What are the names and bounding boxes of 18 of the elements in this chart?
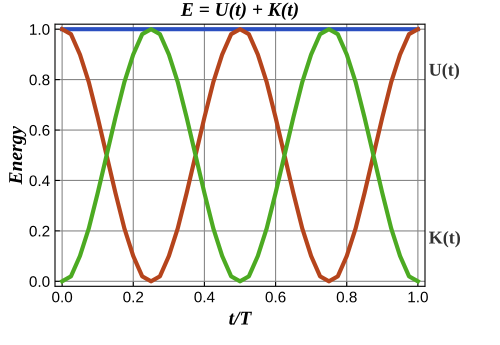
x-tick-label: 0.6 (266, 292, 286, 302)
y-tick-label: 1.0 (30, 24, 50, 35)
chart-title: E = U(t) + K(t) (180, 2, 298, 20)
x-tick-label: 1.0 (408, 292, 428, 302)
x-tick-label: 0.0 (52, 292, 72, 302)
series-label: K(t) (429, 230, 460, 248)
line-series (60, 27, 420, 284)
y-tick-label: 0.2 (30, 226, 50, 237)
series-label: U(t) (429, 63, 459, 80)
y-tick-label: 0.8 (30, 74, 50, 86)
y-tick-label: 0.4 (30, 175, 50, 186)
y-tick-label: 0.6 (30, 124, 50, 136)
x-tick-label: 0.4 (194, 292, 215, 302)
x-tick-label: 0.2 (123, 292, 144, 302)
x-axis-title: t/T (229, 312, 252, 325)
y-tick-label: 0.0 (30, 276, 50, 287)
x-tick-label: 0.8 (336, 292, 357, 302)
y-axis-title: Energy (9, 126, 26, 185)
